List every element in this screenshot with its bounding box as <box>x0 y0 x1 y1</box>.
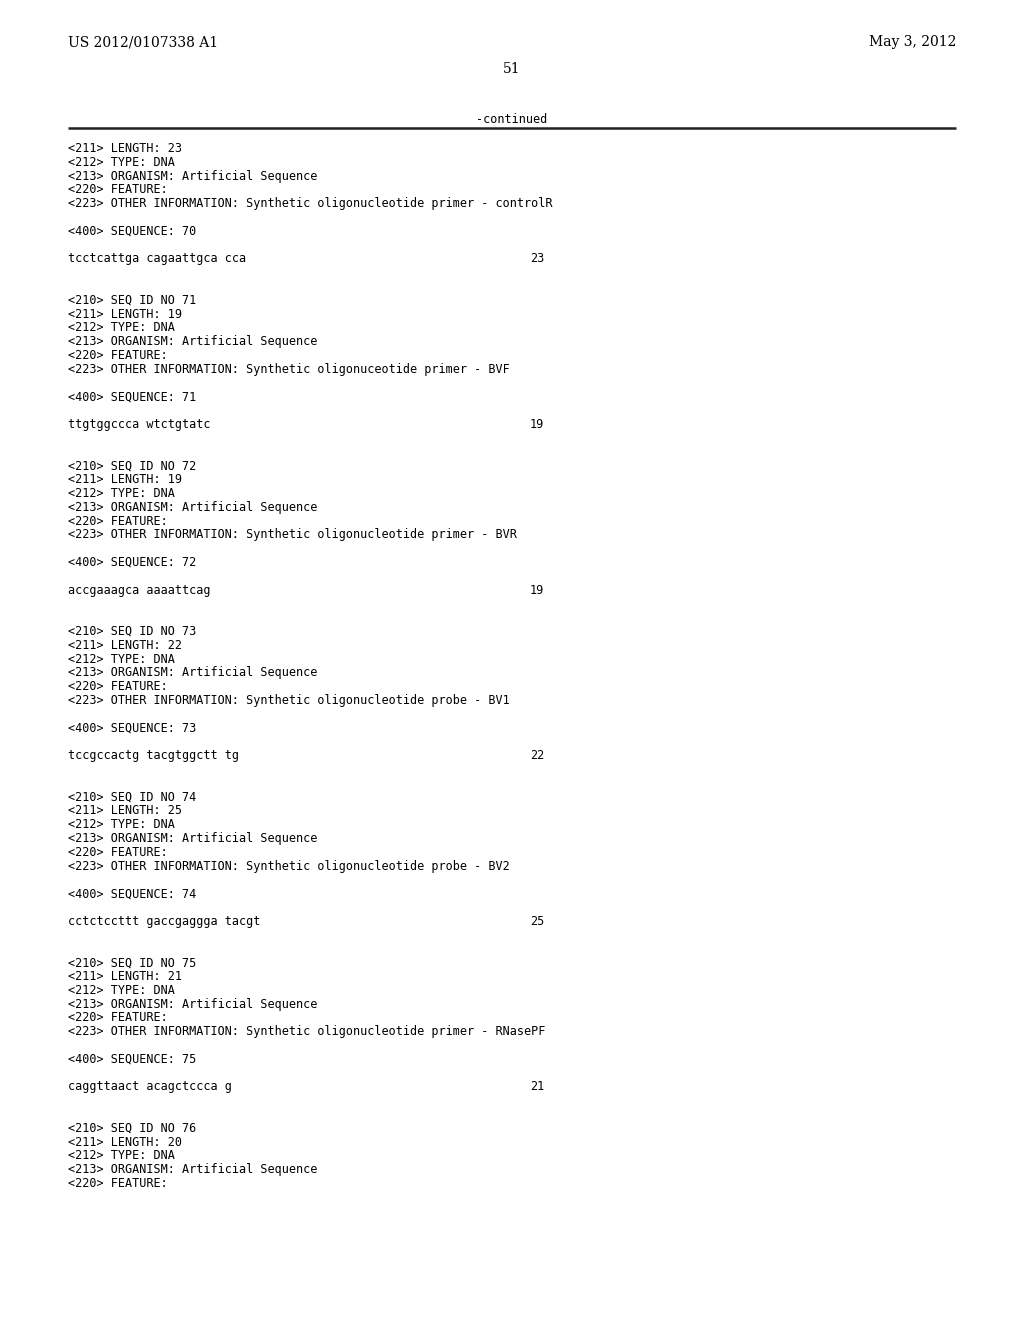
Text: <211> LENGTH: 23: <211> LENGTH: 23 <box>68 143 182 154</box>
Text: <223> OTHER INFORMATION: Synthetic oligonucleotide probe - BV2: <223> OTHER INFORMATION: Synthetic oligo… <box>68 859 510 873</box>
Text: <213> ORGANISM: Artificial Sequence: <213> ORGANISM: Artificial Sequence <box>68 169 317 182</box>
Text: ttgtggccca wtctgtatc: ttgtggccca wtctgtatc <box>68 418 211 432</box>
Text: <210> SEQ ID NO 76: <210> SEQ ID NO 76 <box>68 1122 197 1135</box>
Text: tccgccactg tacgtggctt tg: tccgccactg tacgtggctt tg <box>68 750 239 762</box>
Text: 23: 23 <box>530 252 544 265</box>
Text: <223> OTHER INFORMATION: Synthetic oligonucleotide primer - controlR: <223> OTHER INFORMATION: Synthetic oligo… <box>68 197 553 210</box>
Text: <212> TYPE: DNA: <212> TYPE: DNA <box>68 652 175 665</box>
Text: <220> FEATURE:: <220> FEATURE: <box>68 1177 168 1191</box>
Text: <220> FEATURE:: <220> FEATURE: <box>68 846 168 859</box>
Text: 19: 19 <box>530 418 544 432</box>
Text: <220> FEATURE:: <220> FEATURE: <box>68 1011 168 1024</box>
Text: <220> FEATURE:: <220> FEATURE: <box>68 183 168 197</box>
Text: <213> ORGANISM: Artificial Sequence: <213> ORGANISM: Artificial Sequence <box>68 1163 317 1176</box>
Text: May 3, 2012: May 3, 2012 <box>868 36 956 49</box>
Text: <211> LENGTH: 20: <211> LENGTH: 20 <box>68 1135 182 1148</box>
Text: accgaaagca aaaattcag: accgaaagca aaaattcag <box>68 583 211 597</box>
Text: <212> TYPE: DNA: <212> TYPE: DNA <box>68 487 175 500</box>
Text: <400> SEQUENCE: 70: <400> SEQUENCE: 70 <box>68 224 197 238</box>
Text: <220> FEATURE:: <220> FEATURE: <box>68 680 168 693</box>
Text: <400> SEQUENCE: 73: <400> SEQUENCE: 73 <box>68 722 197 735</box>
Text: <211> LENGTH: 19: <211> LENGTH: 19 <box>68 308 182 321</box>
Text: <223> OTHER INFORMATION: Synthetic oligonuceotide primer - BVF: <223> OTHER INFORMATION: Synthetic oligo… <box>68 363 510 376</box>
Text: <400> SEQUENCE: 75: <400> SEQUENCE: 75 <box>68 1053 197 1065</box>
Text: <211> LENGTH: 22: <211> LENGTH: 22 <box>68 639 182 652</box>
Text: <400> SEQUENCE: 74: <400> SEQUENCE: 74 <box>68 887 197 900</box>
Text: <213> ORGANISM: Artificial Sequence: <213> ORGANISM: Artificial Sequence <box>68 500 317 513</box>
Text: <212> TYPE: DNA: <212> TYPE: DNA <box>68 818 175 832</box>
Text: <211> LENGTH: 25: <211> LENGTH: 25 <box>68 804 182 817</box>
Text: <213> ORGANISM: Artificial Sequence: <213> ORGANISM: Artificial Sequence <box>68 832 317 845</box>
Text: US 2012/0107338 A1: US 2012/0107338 A1 <box>68 36 218 49</box>
Text: <212> TYPE: DNA: <212> TYPE: DNA <box>68 156 175 169</box>
Text: <213> ORGANISM: Artificial Sequence: <213> ORGANISM: Artificial Sequence <box>68 335 317 348</box>
Text: <210> SEQ ID NO 71: <210> SEQ ID NO 71 <box>68 294 197 306</box>
Text: <212> TYPE: DNA: <212> TYPE: DNA <box>68 1150 175 1163</box>
Text: <212> TYPE: DNA: <212> TYPE: DNA <box>68 321 175 334</box>
Text: <213> ORGANISM: Artificial Sequence: <213> ORGANISM: Artificial Sequence <box>68 998 317 1011</box>
Text: 25: 25 <box>530 915 544 928</box>
Text: <211> LENGTH: 21: <211> LENGTH: 21 <box>68 970 182 983</box>
Text: <223> OTHER INFORMATION: Synthetic oligonucleotide probe - BV1: <223> OTHER INFORMATION: Synthetic oligo… <box>68 694 510 708</box>
Text: <220> FEATURE:: <220> FEATURE: <box>68 515 168 528</box>
Text: <223> OTHER INFORMATION: Synthetic oligonucleotide primer - BVR: <223> OTHER INFORMATION: Synthetic oligo… <box>68 528 517 541</box>
Text: <210> SEQ ID NO 72: <210> SEQ ID NO 72 <box>68 459 197 473</box>
Text: <211> LENGTH: 19: <211> LENGTH: 19 <box>68 473 182 486</box>
Text: <210> SEQ ID NO 75: <210> SEQ ID NO 75 <box>68 956 197 969</box>
Text: <212> TYPE: DNA: <212> TYPE: DNA <box>68 983 175 997</box>
Text: <220> FEATURE:: <220> FEATURE: <box>68 348 168 362</box>
Text: tcctcattga cagaattgca cca: tcctcattga cagaattgca cca <box>68 252 246 265</box>
Text: -continued: -continued <box>476 114 548 125</box>
Text: <210> SEQ ID NO 73: <210> SEQ ID NO 73 <box>68 624 197 638</box>
Text: cctctccttt gaccgaggga tacgt: cctctccttt gaccgaggga tacgt <box>68 915 260 928</box>
Text: 21: 21 <box>530 1080 544 1093</box>
Text: <223> OTHER INFORMATION: Synthetic oligonucleotide primer - RNasePF: <223> OTHER INFORMATION: Synthetic oligo… <box>68 1026 546 1039</box>
Text: 22: 22 <box>530 750 544 762</box>
Text: <210> SEQ ID NO 74: <210> SEQ ID NO 74 <box>68 791 197 804</box>
Text: <400> SEQUENCE: 71: <400> SEQUENCE: 71 <box>68 391 197 404</box>
Text: 51: 51 <box>503 62 521 77</box>
Text: <400> SEQUENCE: 72: <400> SEQUENCE: 72 <box>68 556 197 569</box>
Text: <213> ORGANISM: Artificial Sequence: <213> ORGANISM: Artificial Sequence <box>68 667 317 680</box>
Text: caggttaact acagctccca g: caggttaact acagctccca g <box>68 1080 231 1093</box>
Text: 19: 19 <box>530 583 544 597</box>
